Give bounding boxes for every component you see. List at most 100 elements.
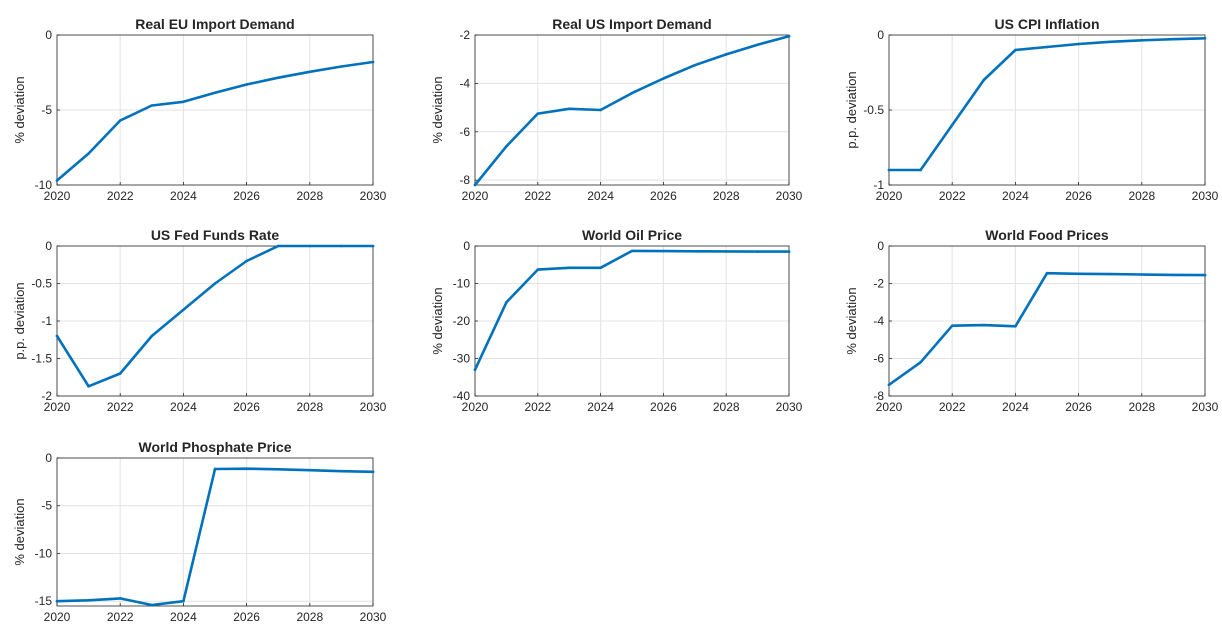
y-tick-label: -1 [873,178,884,192]
data-point [213,467,217,471]
data-point [1172,273,1175,277]
y-tick-label: -2 [873,277,884,291]
x-tick-label: 2022 [524,400,551,414]
series-line [55,467,375,607]
data-point [118,372,122,375]
x-tick-label: 2030 [360,189,387,203]
x-tick-label: 2020 [876,400,903,414]
x-tick-label: 2020 [876,189,903,203]
y-tick-label: -6 [873,352,884,366]
x-tick-label: 2022 [107,610,134,624]
data-point [1140,273,1144,276]
data-point [950,324,954,327]
x-tick-label: 2024 [170,189,197,203]
x-tick-label: 2028 [1128,400,1155,414]
data-point [1172,37,1175,41]
x-tick-label: 2024 [587,189,614,203]
y-tick-label: -1 [41,314,52,328]
x-tick-label: 2020 [44,610,71,624]
data-point [505,300,508,304]
data-point [276,467,280,471]
y-tick-label: -4 [459,76,470,90]
data-point [693,63,697,67]
y-tick-label: -20 [453,314,471,328]
data-point [919,168,922,172]
chart-panel-3: 2020 2022 2024 2026 2028 2030 -1 -0.5 0 US CPI In… [844,16,1219,203]
x-tick-label: 2028 [713,189,740,203]
chart-title: Real US Import Demand [552,16,711,32]
x-tick-label: 2026 [233,400,260,414]
y-tick-label: -10 [35,178,53,192]
y-tick-label: 0 [463,239,470,253]
series-line [887,36,1207,172]
data-point [756,250,759,253]
data-point [118,119,122,122]
y-tick-label: -0.5 [31,277,52,291]
x-tick-label: 2020 [462,189,489,203]
data-point [536,268,540,271]
data-point [118,597,122,600]
chart-title: Real EU Import Demand [135,16,294,32]
y-tick-label: -6 [459,125,470,139]
data-point [87,384,90,388]
x-tick-label: 2024 [170,400,197,414]
chart-title: US CPI Inflation [995,16,1100,32]
data-point [724,53,728,56]
data-point [982,323,986,327]
series-line [473,34,791,187]
x-tick-label: 2028 [296,189,323,203]
data-point [150,603,154,607]
data-point [919,360,922,364]
data-point [693,249,697,253]
data-point [340,469,343,473]
chart-title: World Oil Price [582,227,682,243]
chart-title: World Phosphate Price [139,439,292,455]
y-tick-label: -1.5 [31,352,52,366]
data-point [887,168,891,172]
y-axis-label: % deviation [430,76,445,143]
data-point [245,467,248,470]
x-tick-label: 2024 [1002,189,1029,203]
x-tick-label: 2030 [1192,400,1219,414]
data-point [308,244,312,248]
chart-panel-5: 2020 2022 2024 2026 2028 2030 -40 -30 -20 -10 0 Wor… [430,227,803,414]
y-tick-label: -15 [35,594,53,608]
data-point [756,43,759,46]
series-line [55,60,375,182]
chart-panel-4: 2020 2022 2024 2026 2028 2030 -2 -1.5 -1 -0.5 0 US … [12,227,387,414]
x-tick-label: 2024 [1002,400,1029,414]
y-tick-label: 0 [877,239,884,253]
x-tick-label: 2022 [939,189,966,203]
y-axis-label: % deviation [844,287,859,354]
x-tick-label: 2028 [296,400,323,414]
data-point [724,250,728,253]
data-point [371,470,375,474]
data-point [1140,38,1144,42]
data-point [1077,42,1080,46]
data-point [473,368,477,372]
axes-box [56,457,374,607]
y-tick-label: 0 [45,239,52,253]
data-point [982,78,986,82]
y-tick-label: -10 [35,546,53,560]
y-tick-label: -2 [459,28,470,42]
chart-panel-6: 2020 2022 2024 2026 2028 2030 -8 -6 -4 -2 0 World F… [844,227,1219,414]
data-point [887,383,891,387]
data-point [630,91,634,95]
x-tick-label: 2022 [107,400,134,414]
data-point [1045,45,1049,49]
y-tick-label: 0 [877,28,884,42]
y-tick-label: -8 [873,389,884,403]
chart-panel-2: 2020 2022 2024 2026 2028 2030 -8 -6 -4 -2 Real US … [430,16,803,203]
data-point [950,123,954,127]
data-point [1203,37,1207,40]
x-tick-label: 2030 [360,610,387,624]
data-point [1045,271,1049,275]
x-tick-label: 2026 [1065,400,1092,414]
y-axis-label: p.p. deviation [844,71,859,148]
x-tick-label: 2020 [44,400,71,414]
x-tick-label: 2028 [1128,189,1155,203]
x-tick-label: 2026 [233,189,260,203]
y-tick-label: -5 [41,499,52,513]
